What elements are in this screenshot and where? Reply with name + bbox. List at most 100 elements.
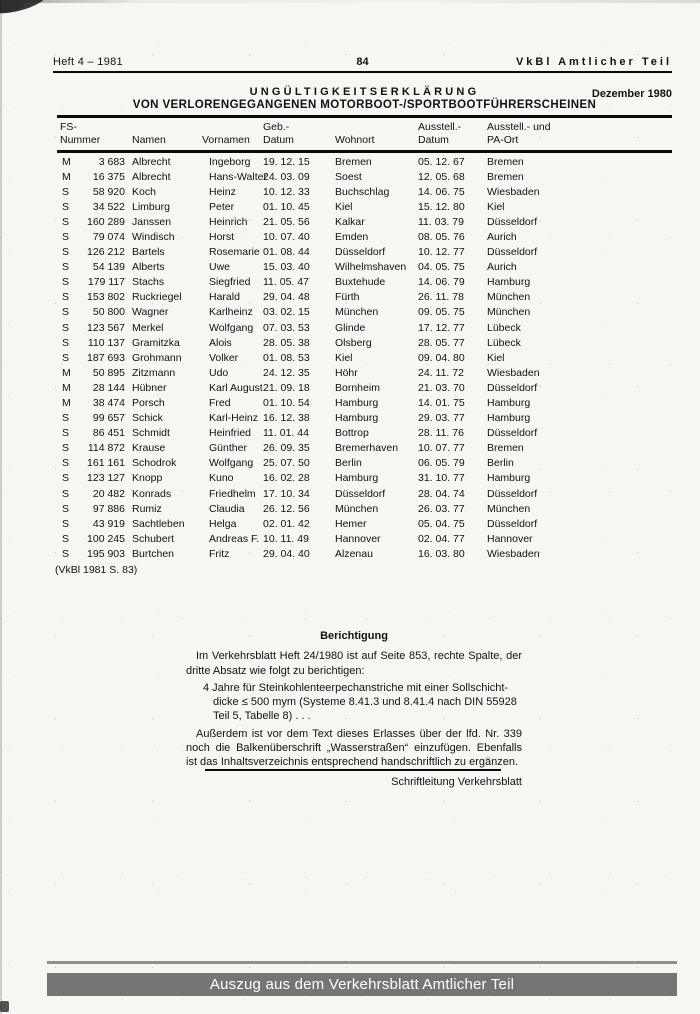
table-cell: Hamburg [335, 397, 379, 409]
table-cell: Schick [132, 412, 163, 425]
table-cell: Hübner [132, 381, 167, 394]
table-cell: 10. 07. 40 [263, 230, 310, 243]
table-row: S 34 522 Limburg Peter 01. 10. 45 Kiel 15. 12.… [57, 200, 672, 215]
table-body: M 3 683 Albrecht Ingeborg 19. 12. 15 Bremen 05… [57, 155, 672, 563]
table-cell: 09. 05. 75 [418, 306, 465, 319]
table-cell: Kalkar [335, 215, 365, 228]
table-cell: Wagner [132, 306, 169, 319]
table-cell: S [62, 215, 70, 228]
table-row: S 50 800 Wagner Karlheinz 03. 02. 15 München 0… [57, 305, 672, 320]
table-cell: 02. 01. 42 [263, 517, 310, 530]
correction-paragraph-1: Im Verkehrsblatt Heft 24/1980 ist auf Se… [186, 650, 522, 677]
table-cell: 01. 08. 44 [263, 246, 310, 259]
table-cell: Siegfried [209, 276, 251, 289]
table-cell: 16 375 [92, 170, 125, 183]
table-cell: Kuno [209, 472, 234, 485]
table-cell: S [62, 412, 70, 425]
table-cell: Albrecht [132, 170, 171, 183]
table-cell: 86 451 [92, 427, 125, 440]
column-header-wohnort: Wohnort [335, 134, 375, 146]
table-cell: Bremen [487, 155, 524, 168]
table-cell: 11. 03. 79 [418, 215, 464, 228]
table-cell: Hamburg [487, 412, 531, 425]
table-cell: 99 657 [92, 412, 125, 425]
table-cell: S [62, 457, 70, 470]
table-cell: 11. 01. 44 [263, 427, 309, 440]
table-cell: 54 139 [92, 261, 125, 274]
table-cell: 02. 04. 77 [418, 532, 465, 545]
title-rule [57, 115, 672, 118]
table-cell: Hamburg [335, 412, 379, 425]
table-cell: Peter [209, 200, 235, 213]
table-row: S 86 451 Schmidt Heinfried 11. 01. 44 Bottrop… [57, 426, 672, 441]
table-cell: 09. 04. 80 [418, 351, 465, 364]
table-cell: 06. 05. 79 [418, 457, 465, 470]
table-row: M 38 474 Porsch Fred 01. 10. 54 Hamburg 14. 01… [57, 396, 672, 411]
table-cell: 15. 12. 80 [418, 200, 465, 213]
table-cell: Wiesbaden [487, 547, 540, 560]
table-cell: 38 474 [92, 397, 125, 409]
table-cell: Wiesbaden [487, 185, 540, 198]
table-cell: Helga [209, 517, 237, 530]
table-cell: Hannover [487, 532, 533, 545]
table-cell: 10. 07. 77 [418, 442, 465, 455]
table-cell: M [62, 170, 71, 183]
table-cell: 28. 05. 38 [263, 336, 310, 349]
table-cell: Fürth [335, 291, 360, 304]
issue-date: Dezember 1980 [591, 88, 672, 100]
table-cell: 179 117 [87, 276, 125, 289]
table-cell: Düsseldorf [487, 246, 538, 259]
table-cell: Zitzmann [132, 366, 176, 379]
table-row: S 58 920 Koch Heinz 10. 12. 33 Buchschlag 14. … [57, 185, 672, 200]
table-cell: Bremen [487, 170, 524, 183]
table-cell: Volker [209, 351, 239, 364]
table-row: S 97 886 Rumiz Claudia 26. 12. 56 München 26. … [57, 502, 672, 517]
table-cell: 97 886 [92, 502, 125, 515]
table-row: S 99 657 Schick Karl-Heinz 16. 12. 38 Hamburg… [57, 411, 672, 426]
column-header-vornamen: Vornamen [202, 134, 250, 146]
scan-artifact-left-edge [0, 0, 2, 1014]
table-cell: 20 482 [92, 487, 125, 500]
publication-label: VkBl Amtlicher Teil [515, 56, 672, 68]
table-row: S 179 117 Stachs Siegfried 11. 05. 47 Buxtehu… [57, 275, 672, 290]
table-cell: S [62, 487, 70, 500]
table-cell: Albrecht [132, 155, 171, 168]
table-cell: Bremerhaven [335, 442, 399, 455]
correction-paragraph-2: 4 Jahre für Steinkohlenteerpechanstriche… [203, 681, 517, 723]
table-cell: Düsseldorf [487, 427, 538, 440]
table-cell: Alzenau [335, 547, 373, 560]
table-row: M 50 895 Zitzmann Udo 24. 12. 35 Höhr 24. 11. … [57, 366, 672, 381]
scan-artifact-top-streak [0, 0, 700, 3]
table-cell: S [62, 502, 70, 515]
table-cell: Uwe [209, 261, 231, 274]
table-cell: Schubert [132, 532, 175, 545]
table-cell: 79 074 [92, 230, 125, 243]
table-cell: 03. 02. 15 [263, 306, 310, 319]
table-cell: 21. 09. 18 [263, 381, 310, 394]
table-cell: S [62, 291, 70, 304]
table-cell: Kiel [335, 200, 353, 213]
table-cell: Wolfgang [209, 457, 254, 470]
table-cell: Bremen [335, 155, 372, 168]
table-cell: 11. 05. 47 [263, 276, 309, 289]
table-row: S 43 919 Sachtleben Helga 02. 01. 42 Hemer 05.… [57, 517, 672, 532]
column-header-ausstell-pa-ort: Ausstell.- und PA-Ort [487, 121, 551, 146]
table-cell: 10. 12. 33 [263, 185, 310, 198]
table-cell: 100 245 [87, 532, 125, 545]
table-cell: 29. 04. 40 [263, 547, 310, 560]
table-row: S 20 482 Konrads Friedhelm 17. 10. 34 Düsseld… [57, 487, 672, 502]
correction-signature: Schriftleitung Verkehrsblatt [391, 775, 522, 788]
table-cell: 28. 11. 76 [418, 427, 464, 440]
table-cell: S [62, 336, 70, 349]
table-cell: Wilhelmshaven [335, 261, 407, 274]
table-cell: Hamburg [335, 472, 379, 485]
table-cell: 17. 12. 77 [418, 321, 465, 334]
correction-paragraph-3: Außerdem ist vor dem Text dieses Erlasse… [186, 727, 522, 769]
table-cell: Ruckriegel [132, 291, 182, 304]
table-cell: Schmidt [132, 427, 170, 440]
table-row: S 153 802 Ruckriegel Harald 29. 04. 48 Fürth 2… [57, 290, 672, 305]
table-cell: S [62, 276, 70, 289]
table-row: S 161 161 Schodrok Wolfgang 25. 07. 50 Berlin… [57, 456, 672, 471]
table-cell: M [62, 366, 71, 379]
table-row: S 54 139 Alberts Uwe 15. 03. 40 Wilhelmshaven… [57, 260, 672, 275]
